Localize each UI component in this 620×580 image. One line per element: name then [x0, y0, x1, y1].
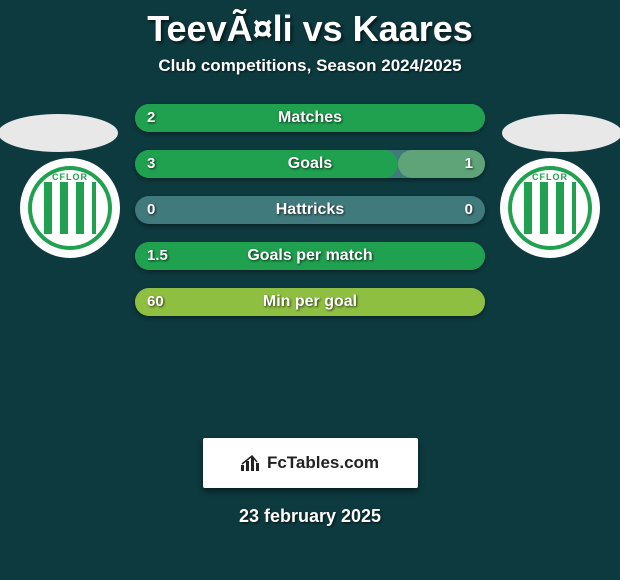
disc-right: [502, 114, 620, 152]
logo-stripes-icon: [44, 182, 96, 234]
logo-text-right: CFLOR: [532, 172, 568, 182]
comparison-area: CFLOR CFLOR 2Matches 31Goals 00Hattricks 1.…: [0, 96, 620, 436]
date-text: 23 february 2025: [0, 506, 620, 527]
stat-label: Min per goal: [135, 288, 485, 316]
page-title: TeevÃ¤li vs Kaares: [0, 0, 620, 50]
stat-label: Matches: [135, 104, 485, 132]
logo-stripes-icon: [524, 182, 576, 234]
team-logo-left: CFLOR: [20, 158, 120, 258]
stat-bar: 60Min per goal: [135, 288, 485, 316]
team-logo-graphic: CFLOR: [508, 166, 592, 250]
stat-bar: 31Goals: [135, 150, 485, 178]
logo-text-left: CFLOR: [52, 172, 88, 182]
brand-text: FcTables.com: [267, 453, 379, 473]
stat-label: Hattricks: [135, 196, 485, 224]
bar-chart-icon: [241, 455, 261, 471]
brand-box[interactable]: FcTables.com: [203, 438, 418, 488]
stat-bar: 2Matches: [135, 104, 485, 132]
stat-label: Goals per match: [135, 242, 485, 270]
stat-bars: 2Matches 31Goals 00Hattricks 1.5Goals per m…: [135, 104, 485, 334]
stat-label: Goals: [135, 150, 485, 178]
disc-left: [0, 114, 118, 152]
page-subtitle: Club competitions, Season 2024/2025: [0, 56, 620, 76]
team-logo-right: CFLOR: [500, 158, 600, 258]
team-logo-graphic: CFLOR: [28, 166, 112, 250]
stat-bar: 00Hattricks: [135, 196, 485, 224]
stat-bar: 1.5Goals per match: [135, 242, 485, 270]
